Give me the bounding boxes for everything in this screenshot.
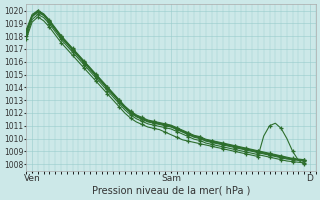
X-axis label: Pression niveau de la mer( hPa ): Pression niveau de la mer( hPa ) — [92, 186, 250, 196]
